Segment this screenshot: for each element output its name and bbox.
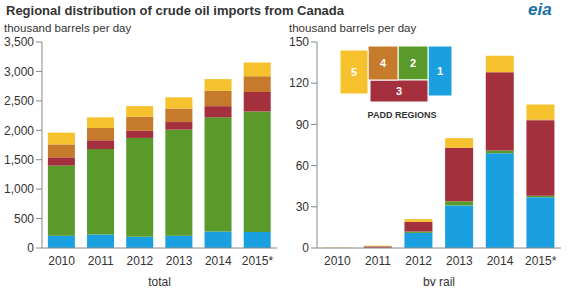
svg-text:2012: 2012	[127, 254, 154, 268]
svg-text:2010: 2010	[48, 254, 75, 268]
svg-text:2015*: 2015*	[242, 254, 274, 268]
svg-text:3: 3	[396, 85, 402, 97]
svg-text:total: total	[148, 275, 171, 286]
svg-text:2010: 2010	[324, 254, 351, 268]
svg-text:5: 5	[351, 66, 357, 78]
html-text:eia: eia	[528, 0, 552, 19]
svg-text:150: 150	[289, 36, 309, 49]
svg-text:2: 2	[410, 57, 416, 69]
html-text:thousand barrels per day: thousand barrels per day	[289, 22, 417, 34]
svg-text:1,000: 1,000	[8, 182, 34, 196]
svg-text:3,000: 3,000	[8, 65, 34, 79]
svg-text:500: 500	[14, 212, 34, 226]
svg-text:PADD REGIONS: PADD REGIONS	[368, 110, 437, 120]
svg-text:2012: 2012	[405, 254, 432, 268]
svg-text:2014: 2014	[205, 254, 232, 268]
svg-text:2011: 2011	[365, 254, 391, 268]
svg-text:2,000: 2,000	[8, 124, 34, 138]
svg-text:30: 30	[296, 200, 310, 214]
svg-text:1,500: 1,500	[8, 153, 34, 167]
svg-text:90: 90	[296, 118, 310, 132]
svg-text:2011: 2011	[88, 254, 114, 268]
svg-text:2013: 2013	[166, 254, 193, 268]
svg-text:0: 0	[27, 241, 34, 255]
svg-text:2015*: 2015*	[525, 254, 557, 268]
svg-text:0: 0	[302, 241, 309, 255]
svg-text:2,500: 2,500	[8, 94, 34, 108]
svg-text:2014: 2014	[487, 254, 514, 268]
html-text:Regional distribution of crude: Regional distribution of crude oil impor…	[6, 3, 344, 18]
svg-text:1: 1	[437, 65, 443, 77]
html-text:thousand barrels per day: thousand barrels per day	[4, 22, 132, 34]
svg-text:2013: 2013	[446, 254, 473, 268]
svg-text:60: 60	[296, 159, 310, 173]
svg-text:4: 4	[380, 57, 387, 69]
svg-text:120: 120	[289, 76, 309, 90]
svg-text:3,500: 3,500	[8, 36, 34, 49]
svg-text:by rail: by rail	[423, 275, 455, 286]
